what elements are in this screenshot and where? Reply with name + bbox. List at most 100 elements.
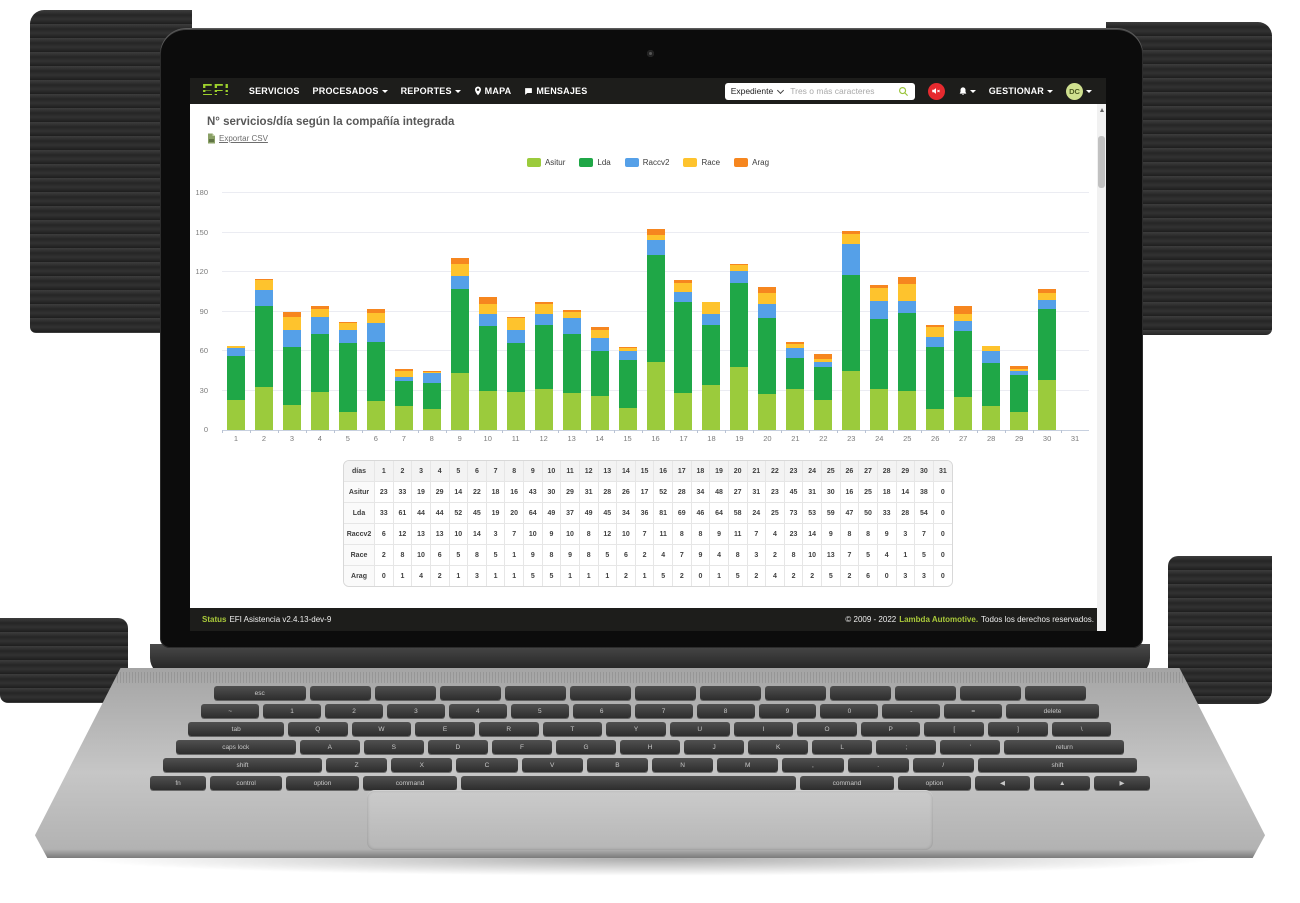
bar-segment-asitur[interactable] xyxy=(450,373,469,430)
legend-item[interactable]: Race xyxy=(683,158,720,167)
bar-segment-raccv2[interactable] xyxy=(562,318,581,334)
bar-segment-race[interactable] xyxy=(506,318,525,330)
bar-segment-lda[interactable] xyxy=(758,318,777,395)
bar-segment-lda[interactable] xyxy=(618,360,637,408)
bar-segment-lda[interactable] xyxy=(1010,374,1029,412)
bar-segment-race[interactable] xyxy=(282,316,301,330)
bar-segment-race[interactable] xyxy=(394,370,413,378)
bar-segment-raccv2[interactable] xyxy=(338,329,357,344)
bar-segment-lda[interactable] xyxy=(506,343,525,392)
stacked-bar[interactable] xyxy=(394,369,413,430)
bar-segment-race[interactable] xyxy=(954,314,973,321)
stacked-bar[interactable] xyxy=(758,286,777,430)
stacked-bar[interactable] xyxy=(674,279,693,430)
bar-segment-asitur[interactable] xyxy=(618,407,637,430)
bar-segment-raccv2[interactable] xyxy=(534,314,553,325)
bar-segment-asitur[interactable] xyxy=(702,385,721,430)
bar-segment-race[interactable] xyxy=(310,308,329,317)
bar-segment-race[interactable] xyxy=(450,264,469,276)
bar-segment-raccv2[interactable] xyxy=(982,351,1001,363)
bar-segment-arag[interactable] xyxy=(394,369,413,371)
bar-segment-asitur[interactable] xyxy=(422,408,441,430)
bar-segment-arag[interactable] xyxy=(898,277,917,284)
bar-segment-race[interactable] xyxy=(618,348,637,352)
bar-segment-race[interactable] xyxy=(366,312,385,324)
bar-segment-asitur[interactable] xyxy=(366,401,385,430)
bar-segment-lda[interactable] xyxy=(310,333,329,392)
bar-segment-raccv2[interactable] xyxy=(226,348,245,357)
bar-segment-raccv2[interactable] xyxy=(898,300,917,313)
stacked-bar[interactable] xyxy=(842,231,861,430)
stacked-bar[interactable] xyxy=(422,370,441,430)
bar-segment-arag[interactable] xyxy=(366,308,385,313)
bar-segment-raccv2[interactable] xyxy=(506,329,525,344)
bar-segment-asitur[interactable] xyxy=(646,361,665,430)
bar-segment-race[interactable] xyxy=(982,345,1001,352)
stacked-bar[interactable] xyxy=(338,322,357,430)
bar-segment-race[interactable] xyxy=(786,344,805,349)
bar-segment-arag[interactable] xyxy=(506,316,525,319)
bar-segment-arag[interactable] xyxy=(842,231,861,234)
mute-button[interactable] xyxy=(927,82,945,100)
company-link[interactable]: Lambda Automotive. xyxy=(899,615,979,624)
scroll-up-icon[interactable] xyxy=(1097,105,1106,115)
bar-segment-asitur[interactable] xyxy=(870,389,889,430)
bar-segment-arag[interactable] xyxy=(282,311,301,317)
bar-segment-raccv2[interactable] xyxy=(590,337,609,352)
bar-segment-lda[interactable] xyxy=(1038,308,1057,380)
bar-segment-lda[interactable] xyxy=(562,333,581,394)
bar-segment-asitur[interactable] xyxy=(814,399,833,430)
stacked-bar[interactable] xyxy=(786,341,805,430)
stacked-bar[interactable] xyxy=(898,277,917,430)
bar-segment-arag[interactable] xyxy=(870,285,889,288)
bar-segment-race[interactable] xyxy=(534,303,553,315)
bar-segment-lda[interactable] xyxy=(730,282,749,367)
stacked-bar[interactable] xyxy=(506,316,525,430)
bar-segment-arag[interactable] xyxy=(1038,289,1057,294)
bar-segment-raccv2[interactable] xyxy=(870,301,889,320)
bar-segment-race[interactable] xyxy=(338,323,357,330)
legend-item[interactable]: Arag xyxy=(734,158,769,167)
bar-segment-arag[interactable] xyxy=(562,310,581,312)
bar-segment-lda[interactable] xyxy=(338,343,357,412)
bar-segment-raccv2[interactable] xyxy=(478,314,497,326)
stacked-bar[interactable] xyxy=(1038,289,1057,430)
notifications-button[interactable] xyxy=(958,86,976,97)
stacked-bar[interactable] xyxy=(618,347,637,430)
bar-segment-arag[interactable] xyxy=(478,297,497,304)
bar-segment-raccv2[interactable] xyxy=(786,348,805,358)
stacked-bar[interactable] xyxy=(478,297,497,430)
bar-segment-asitur[interactable] xyxy=(730,366,749,430)
bar-segment-arag[interactable] xyxy=(814,353,833,359)
bar-segment-asitur[interactable] xyxy=(1038,379,1057,430)
bar-segment-race[interactable] xyxy=(1010,369,1029,371)
bar-segment-lda[interactable] xyxy=(982,362,1001,407)
bar-segment-raccv2[interactable] xyxy=(1010,370,1029,375)
bar-segment-raccv2[interactable] xyxy=(618,351,637,361)
bar-segment-raccv2[interactable] xyxy=(366,323,385,342)
bar-segment-arag[interactable] xyxy=(450,257,469,265)
bar-segment-lda[interactable] xyxy=(786,357,805,390)
stacked-bar[interactable] xyxy=(870,285,889,430)
bar-segment-race[interactable] xyxy=(758,293,777,304)
bar-segment-asitur[interactable] xyxy=(590,395,609,430)
bar-segment-raccv2[interactable] xyxy=(674,291,693,303)
bar-segment-raccv2[interactable] xyxy=(450,275,469,290)
stacked-bar[interactable] xyxy=(982,345,1001,430)
bar-segment-lda[interactable] xyxy=(870,319,889,390)
search-icon[interactable] xyxy=(898,86,909,97)
bar-segment-lda[interactable] xyxy=(226,356,245,400)
bar-segment-arag[interactable] xyxy=(1010,365,1029,370)
bar-segment-lda[interactable] xyxy=(282,347,301,405)
bar-segment-lda[interactable] xyxy=(954,331,973,398)
bar-segment-lda[interactable] xyxy=(478,325,497,391)
stacked-bar[interactable] xyxy=(730,264,749,430)
bar-segment-asitur[interactable] xyxy=(898,390,917,430)
bar-segment-race[interactable] xyxy=(926,327,945,337)
bar-segment-arag[interactable] xyxy=(674,279,693,283)
bar-segment-raccv2[interactable] xyxy=(282,329,301,348)
bar-segment-asitur[interactable] xyxy=(478,390,497,430)
bar-segment-raccv2[interactable] xyxy=(394,377,413,382)
bar-segment-raccv2[interactable] xyxy=(702,314,721,325)
bar-segment-arag[interactable] xyxy=(338,322,357,324)
